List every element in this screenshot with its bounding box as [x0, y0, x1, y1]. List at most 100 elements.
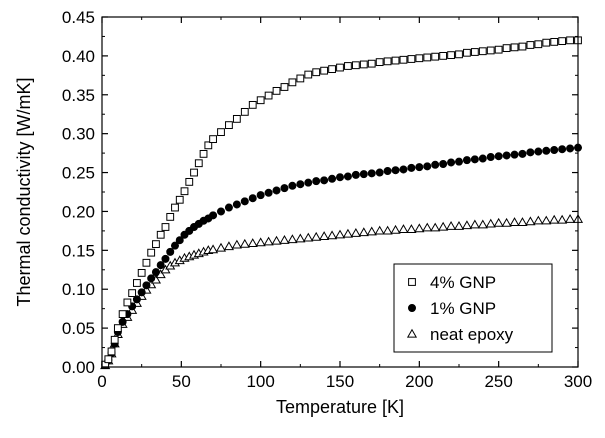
- data-point: [439, 160, 448, 169]
- data-point: [152, 240, 160, 249]
- data-point: [557, 214, 568, 224]
- data-point: [461, 220, 472, 230]
- data-point: [303, 232, 314, 242]
- data-point: [224, 203, 233, 212]
- axis-ticks: 0 50 100 150 200 250 300 0.00 0.05 0.10 0.15 0.20 0.…: [62, 8, 592, 391]
- y-tick-label: 0.25: [62, 164, 95, 183]
- data-point: [382, 225, 393, 235]
- data-point: [359, 170, 368, 179]
- data-point: [502, 44, 511, 53]
- data-point: [161, 254, 170, 263]
- data-point: [132, 295, 141, 304]
- data-point: [534, 147, 543, 156]
- y-axis-title: Thermal conductivity [W/mK]: [14, 77, 34, 306]
- x-tick-label: 200: [405, 372, 433, 391]
- data-point: [470, 48, 479, 56]
- data-point: [383, 167, 392, 176]
- data-point: [190, 168, 198, 177]
- data-point: [454, 157, 463, 166]
- data-point: [439, 51, 448, 60]
- data-point: [431, 52, 440, 61]
- data-point: [470, 155, 479, 164]
- data-point: [185, 177, 194, 186]
- data-point: [351, 170, 360, 179]
- data-point: [328, 65, 336, 74]
- data-point: [296, 180, 305, 189]
- data-point: [438, 221, 449, 231]
- data-point: [271, 235, 282, 245]
- data-point: [453, 221, 465, 230]
- x-axis-title: Temperature [K]: [276, 397, 404, 417]
- data-point: [137, 288, 146, 297]
- data-point: [280, 184, 289, 193]
- x-tick-label: 100: [246, 372, 274, 391]
- data-point: [518, 149, 527, 158]
- data-point: [175, 195, 184, 204]
- data-point: [287, 234, 298, 244]
- data-point: [232, 114, 241, 123]
- legend-box: [393, 263, 553, 353]
- data-point: [431, 160, 440, 169]
- data-point: [288, 181, 297, 190]
- data-point: [391, 166, 400, 175]
- data-point: [366, 226, 377, 236]
- data-point: [518, 42, 527, 51]
- data-point: [336, 63, 344, 72]
- data-point: [423, 53, 432, 62]
- data-point: [264, 188, 273, 197]
- data-point: [118, 310, 127, 319]
- data-point: [374, 225, 385, 235]
- data-point: [215, 242, 227, 252]
- data-point: [509, 217, 520, 226]
- data-point: [263, 236, 274, 246]
- x-tick-label: 250: [484, 372, 512, 391]
- series-neat-epoxy: [100, 214, 584, 370]
- data-point: [240, 107, 249, 116]
- data-point: [558, 145, 567, 154]
- legend-entry: 4% GNP: [408, 273, 496, 292]
- data-point: [239, 238, 250, 248]
- y-tick-label: 0.35: [62, 86, 95, 105]
- data-point: [550, 37, 559, 46]
- data-point: [217, 128, 225, 137]
- data-point: [256, 191, 265, 200]
- data-point: [272, 86, 281, 95]
- data-point: [375, 168, 384, 177]
- data-point: [137, 268, 146, 277]
- data-point: [128, 289, 137, 298]
- data-point: [231, 239, 242, 249]
- data-point: [255, 237, 266, 247]
- data-point: [110, 335, 119, 344]
- data-point: [170, 241, 179, 250]
- data-point: [175, 236, 184, 245]
- data-point: [525, 216, 536, 226]
- legend-entry: neat epoxy: [406, 325, 514, 344]
- data-point: [486, 153, 495, 162]
- data-point: [462, 156, 471, 165]
- legend-label: 1% GNP: [430, 299, 496, 318]
- data-point: [447, 51, 455, 60]
- data-point: [533, 215, 544, 225]
- legend: 4% GNP 1% GNP neat epoxy: [393, 263, 553, 353]
- x-tick-label: 150: [326, 372, 354, 391]
- data-point: [415, 163, 424, 172]
- data-point: [225, 121, 233, 130]
- data-point: [223, 241, 234, 251]
- data-point: [209, 135, 217, 144]
- plot-marks: [100, 36, 584, 370]
- data-point: [334, 229, 346, 239]
- data-point: [240, 197, 249, 206]
- data-point: [510, 150, 519, 159]
- data-point: [312, 68, 321, 77]
- data-point: [272, 186, 281, 195]
- data-point: [375, 58, 384, 67]
- data-point: [477, 219, 488, 229]
- data-point: [248, 194, 257, 203]
- legend-label: neat epoxy: [430, 325, 514, 344]
- y-tick-label: 0.30: [62, 125, 95, 144]
- data-point: [142, 281, 151, 290]
- data-point: [542, 38, 551, 47]
- data-point: [327, 230, 338, 240]
- data-point: [446, 221, 457, 230]
- data-point: [494, 152, 503, 161]
